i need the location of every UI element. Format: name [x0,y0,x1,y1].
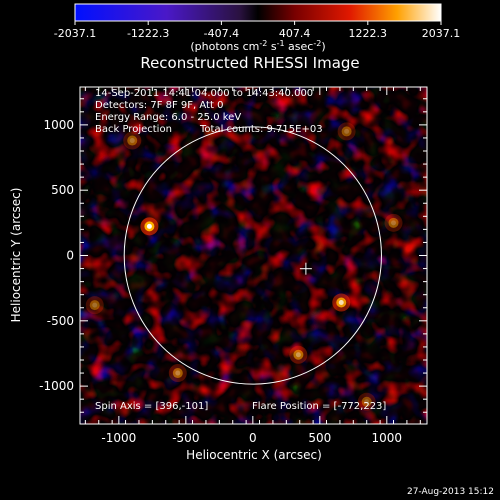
axis-ticks: -1000 -500 0 500 1000 -1000 -500 0 500 1000 [39,87,427,445]
timestamp: 27-Aug-2013 15:12 [407,487,494,497]
chart-title: Reconstructed RHESSI Image [140,54,359,72]
source-core [127,135,138,146]
colorbar-tick-label: 1222.3 [349,27,388,40]
y-tick-label: 500 [51,183,74,197]
source-glow [337,122,356,141]
detectors-label: Detectors: 7F 8F 9F, Att 0 [95,100,223,111]
flare-position-label: Flare Position = [-772,223] [252,401,386,412]
source-glow [384,213,403,232]
x-axis-label: Heliocentric X (arcsec) [186,448,322,462]
source-peak [344,128,350,134]
colorbar-tick-label: -2037.1 [54,27,96,40]
source-core [341,126,352,137]
bright-sources [85,122,403,411]
source-core [172,368,183,379]
y-tick-label: -1000 [39,379,74,393]
spin-axis-label: Spin Axis = [396,-101] [95,401,208,412]
x-tick-label: 1000 [372,431,403,445]
source-glow [123,131,142,150]
y-tick-label: -500 [47,314,74,328]
source-peak [338,300,344,306]
x-tick-label: 0 [249,431,257,445]
source-peak [129,138,135,144]
colorbar [74,3,442,22]
solar-limb-circle [123,126,382,385]
y-axis-label: Heliocentric Y (arcsec) [9,188,23,323]
source-peak [92,302,98,308]
source-peak [175,370,181,376]
colorbar-tick-label: -407.4 [204,27,239,40]
energy-range-label: Energy Range: 6.0 - 25.0 keV [95,112,241,123]
x-tick-label: -500 [172,431,199,445]
y-tick-label: 0 [66,249,74,263]
source-glow [168,364,187,383]
image-field [80,87,427,424]
source-peak [295,352,301,358]
source-peak [364,399,370,405]
x-tick-label: 500 [308,431,331,445]
method-label: Back Projection [95,124,172,135]
spin-axis-marker [299,262,312,275]
colorbar-ticks: -2037.1 -1222.3 -407.4 407.4 1222.3 2037.1 [54,21,460,40]
source-core [361,396,372,407]
y-tick-label: 1000 [43,118,74,132]
colorbar-units: (photons cm-2 s-1 asec-2) [190,39,325,53]
source-glow [85,296,104,315]
colorbar-tick-label: 407.4 [279,27,311,40]
x-tick-label: -1000 [101,431,136,445]
source-core [293,349,304,360]
colorbar-tick-label: 2037.1 [422,27,461,40]
source-core [89,300,100,311]
source-peak [391,220,397,226]
source-glow [357,392,376,411]
source-peak [146,223,152,229]
total-counts-label: Total counts: 9.715E+03 [199,124,323,135]
source-core [388,217,399,228]
colorbar-tick-label: -1222.3 [127,27,169,40]
time-range-label: 14-Sep-2011 14:41:04.000 to 14:43:40.000 [95,88,313,99]
